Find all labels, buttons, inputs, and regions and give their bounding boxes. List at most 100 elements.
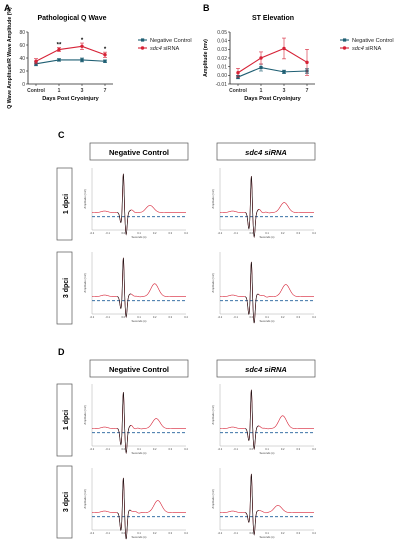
chart-b: -0.01 0.00 0.01 0.02 0.03 0.04 0.05 Control 1 3 7D… [203, 30, 394, 102]
ecg-trace-red [220, 176, 314, 238]
legend-label: Negative Control [352, 38, 394, 44]
chart-a: 0 20 40 60 80 Control 1 3 7 Days Post Cryoinjury Q… [7, 7, 192, 109]
y-tick-label: 0 [22, 82, 25, 88]
ecg-x-tick-label: 0.1 [265, 531, 269, 535]
series-line [35, 59, 106, 65]
y-tick-label: 0.04 [217, 38, 227, 44]
panel-d-ecg-traces: -0.2 -0.1 0.0 0.1 0.2 0.3 0.4 Seconds (s) Amplit… [83, 384, 316, 540]
significance-marker: * [81, 38, 84, 44]
ecg-y-axis-label: Amplitude (mV) [211, 273, 215, 292]
ecg-x-tick-label: 0.4 [184, 447, 188, 451]
ecg-x-tick-label: 0.4 [312, 231, 316, 235]
ecg-x-axis-label: Seconds (s) [132, 235, 147, 239]
x-tick-label: 1 [260, 88, 263, 94]
data-point [236, 71, 240, 75]
row-box-1dpci [56, 167, 73, 241]
chart-b-title: ST Elevation [252, 15, 294, 22]
ecg-x-tick-label: -0.1 [233, 447, 238, 451]
ecg-x-axis-label: Seconds (s) [132, 535, 147, 539]
data-point [80, 44, 84, 48]
panel-d-headers: Negative Control sdc4 siRNA [89, 359, 316, 378]
ecg-trace-red [220, 473, 314, 536]
ecg-x-tick-label: 0.0 [122, 231, 126, 235]
ecg-x-tick-label: 0.0 [250, 447, 254, 451]
ecg-x-tick-label: 0.2 [281, 315, 285, 319]
ecg-x-tick-label: 0.3 [169, 447, 173, 451]
ecg-x-tick-label: 0.3 [169, 531, 173, 535]
ecg-x-tick-label: 0.1 [265, 447, 269, 451]
ecg-x-tick-label: -0.2 [90, 231, 95, 235]
ecg-y-axis-label: Amplitude (mV) [83, 189, 87, 208]
legend-marker [141, 38, 145, 42]
ecg-x-tick-label: 0.1 [137, 231, 141, 235]
legend-marker [343, 38, 347, 42]
ecg-trace-red [92, 173, 186, 236]
panel-c-ecg-traces: -0.2 -0.1 0.0 0.1 0.2 0.3 0.4 Seconds (s) Amplit… [83, 168, 316, 324]
legend-label: sdc4 siRNA [352, 46, 382, 52]
ecg-trace-black [117, 392, 131, 454]
ecg-x-tick-label: -0.2 [90, 315, 95, 319]
ecg-y-axis-label: Amplitude (mV) [83, 273, 87, 292]
ecg-trace-red [220, 261, 314, 324]
y-tick-label: 20 [19, 69, 25, 75]
ecg-y-axis-label: Amplitude (mV) [83, 489, 87, 508]
significance-marker: ** [57, 42, 62, 48]
ecg-x-tick-label: -0.2 [218, 231, 223, 235]
ecg-x-axis-label: Seconds (s) [132, 319, 147, 323]
ecg-x-axis-label: Seconds (s) [260, 319, 275, 323]
ecg-x-tick-label: 0.3 [169, 315, 173, 319]
header-negative-control-d: Negative Control [109, 365, 169, 374]
ecg-x-tick-label: 0.3 [297, 447, 301, 451]
data-point [305, 60, 309, 65]
ecg-x-tick-label: 0.3 [169, 231, 173, 235]
ecg-x-tick-label: 0.2 [281, 531, 285, 535]
series-line [237, 66, 308, 78]
data-point [34, 59, 38, 63]
ecg-x-axis-label: Seconds (s) [260, 535, 275, 539]
legend-marker [342, 46, 347, 50]
ecg-x-tick-label: 0.2 [153, 315, 157, 319]
ecg-x-tick-label: -0.1 [233, 315, 238, 319]
y-tick-label: 80 [19, 30, 25, 36]
ecg-x-tick-label: -0.2 [90, 531, 95, 535]
ecg-x-tick-label: 0.4 [184, 315, 188, 319]
ecg-x-tick-label: -0.1 [233, 231, 238, 235]
ecg-x-axis-label: Seconds (s) [260, 235, 275, 239]
ecg-y-axis-label: Amplitude (mV) [211, 189, 215, 208]
ecg-x-axis-label: Seconds (s) [132, 451, 147, 455]
legend-marker [140, 46, 145, 50]
ecg-x-tick-label: 0.0 [122, 315, 126, 319]
ecg-trace-red [92, 477, 186, 540]
y-tick-label: 40 [19, 56, 25, 62]
ecg-trace-red [92, 392, 186, 454]
panel-c-headers: Negative Control sdc4 siRNA [89, 142, 316, 161]
header-box-negative-control-d [89, 359, 189, 378]
ecg-x-tick-label: 0.2 [153, 531, 157, 535]
panel-letter-b: B [203, 3, 210, 13]
ecg-x-tick-label: -0.2 [218, 315, 223, 319]
ecg-trace-black [245, 176, 259, 238]
data-point [259, 65, 263, 70]
data-point [282, 46, 286, 51]
ecg-x-tick-label: 0.0 [250, 231, 254, 235]
x-tick-label: 3 [81, 88, 84, 94]
data-point [57, 47, 61, 52]
row-box-1dpci-d [56, 383, 73, 457]
data-point [57, 58, 61, 62]
data-point [103, 53, 107, 57]
header-box-sdc4-sirna-d [216, 359, 316, 378]
ecg-y-axis-label: Amplitude (mV) [83, 405, 87, 424]
ecg-x-tick-label: -0.2 [218, 531, 223, 535]
row-label-1dpci-d: 1 dpci [63, 410, 70, 430]
ecg-x-tick-label: -0.1 [105, 315, 110, 319]
ecg-x-tick-label: -0.2 [90, 447, 95, 451]
ecg-x-tick-label: 0.2 [281, 231, 285, 235]
ecg-x-tick-label: 0.4 [312, 447, 316, 451]
chart-a-title: Pathological Q Wave [38, 15, 107, 22]
header-negative-control: Negative Control [109, 148, 169, 157]
y-tick-label: 0.02 [217, 56, 227, 62]
ecg-trace-red [92, 257, 186, 318]
ecg-y-axis-label: Amplitude (mV) [211, 405, 215, 424]
ecg-x-tick-label: -0.1 [105, 231, 110, 235]
